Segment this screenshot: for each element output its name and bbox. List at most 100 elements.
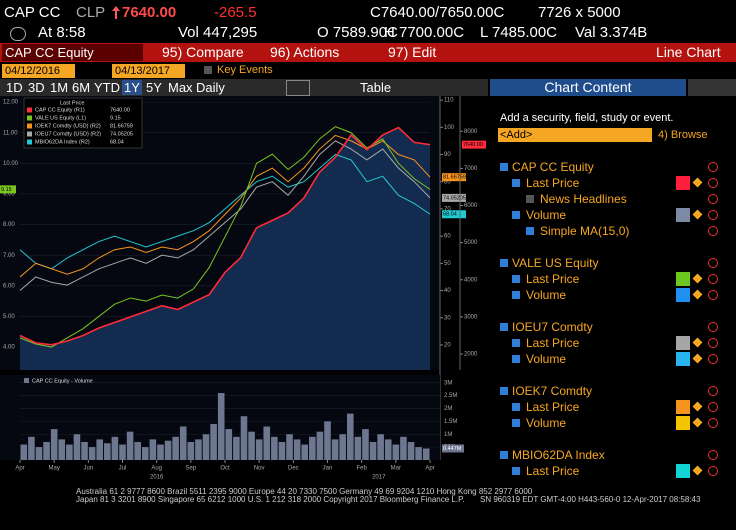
right-axis-label: 20 bbox=[444, 343, 451, 349]
end-date[interactable]: 04/13/2017 bbox=[112, 64, 185, 78]
axis-tag bbox=[0, 185, 16, 194]
edit-icon[interactable] bbox=[692, 289, 703, 300]
remove-icon[interactable] bbox=[708, 418, 718, 428]
remove-icon[interactable] bbox=[708, 162, 718, 172]
key-events-box bbox=[204, 66, 212, 74]
item-checkbox[interactable] bbox=[526, 227, 534, 235]
volume-bar bbox=[43, 441, 50, 460]
edit-menu[interactable]: 97) Edit bbox=[388, 44, 437, 60]
bid-ask: C7640.00/7650.00C bbox=[370, 4, 505, 21]
group-checkbox[interactable] bbox=[500, 323, 508, 331]
edit-icon[interactable] bbox=[692, 465, 703, 476]
remove-icon[interactable] bbox=[708, 178, 718, 188]
group-checkbox[interactable] bbox=[500, 259, 508, 267]
item-checkbox[interactable] bbox=[512, 179, 520, 187]
color-swatch[interactable] bbox=[676, 272, 690, 286]
volume-axis-label: 1M bbox=[444, 432, 452, 438]
period-button[interactable]: 1D bbox=[6, 80, 23, 95]
remove-icon[interactable] bbox=[708, 274, 718, 284]
low: L 7485.00C bbox=[480, 24, 558, 41]
period-button[interactable]: Max bbox=[168, 80, 193, 95]
item-checkbox[interactable] bbox=[512, 355, 520, 363]
volume: Vol 447,295 bbox=[178, 24, 258, 41]
color-swatch[interactable] bbox=[676, 352, 690, 366]
key-events[interactable]: Key Events bbox=[217, 64, 273, 76]
color-swatch[interactable] bbox=[676, 208, 690, 222]
x-tick-label: Jun bbox=[83, 466, 93, 472]
edit-icon[interactable] bbox=[692, 353, 703, 364]
group-checkbox[interactable] bbox=[500, 163, 508, 171]
remove-icon[interactable] bbox=[708, 322, 718, 332]
remove-icon[interactable] bbox=[708, 386, 718, 396]
period-button[interactable]: 6M bbox=[72, 80, 91, 95]
item-checkbox[interactable] bbox=[512, 419, 520, 427]
period-button[interactable]: 3D bbox=[28, 80, 45, 95]
volume-bar bbox=[134, 441, 141, 460]
actions-menu[interactable]: 96) Actions bbox=[270, 44, 340, 60]
remove-icon[interactable] bbox=[708, 226, 718, 236]
remove-icon[interactable] bbox=[708, 290, 718, 300]
legend-box bbox=[23, 97, 143, 149]
edit-icon[interactable] bbox=[692, 417, 703, 428]
security-field[interactable]: CAP CC Equity bbox=[2, 44, 143, 61]
chart: 4.00 5.00 6.00 7.00 8.00 9.00 10.00 11.00 12.00 2… bbox=[0, 96, 486, 481]
color-swatch[interactable] bbox=[676, 336, 690, 350]
legend-entry: IOEU7 Comdty (USD) (R2) bbox=[35, 131, 101, 137]
compare-menu[interactable]: 95) Compare bbox=[162, 44, 244, 60]
item-checkbox[interactable] bbox=[512, 291, 520, 299]
volume-axis-label: 2M bbox=[444, 406, 452, 412]
item-checkbox[interactable] bbox=[512, 275, 520, 283]
remove-icon[interactable] bbox=[708, 338, 718, 348]
volume-bar bbox=[50, 429, 58, 460]
color-swatch[interactable] bbox=[676, 464, 690, 478]
arrow-icon bbox=[112, 6, 120, 19]
settings-button[interactable] bbox=[688, 79, 736, 96]
remove-icon[interactable] bbox=[708, 450, 718, 460]
item-checkbox[interactable] bbox=[526, 195, 534, 203]
period-button[interactable]: 5Y bbox=[146, 80, 162, 95]
remove-icon[interactable] bbox=[708, 402, 718, 412]
edit-icon[interactable] bbox=[692, 401, 703, 412]
remove-icon[interactable] bbox=[708, 258, 718, 268]
item-name: Last Price bbox=[526, 336, 580, 350]
legend-entry: IOEK7 Comdty (USD) (R2) bbox=[35, 123, 101, 129]
group-checkbox[interactable] bbox=[500, 451, 508, 459]
volume-bar bbox=[331, 439, 339, 460]
browse-link[interactable]: 4) Browse bbox=[658, 129, 708, 141]
line-tool[interactable] bbox=[286, 80, 310, 96]
edit-icon[interactable] bbox=[692, 337, 703, 348]
item-checkbox[interactable] bbox=[512, 339, 520, 347]
period-button[interactable]: YTD bbox=[94, 80, 120, 95]
add-field[interactable]: <Add> bbox=[498, 128, 652, 142]
group-checkbox[interactable] bbox=[500, 387, 508, 395]
color-swatch[interactable] bbox=[676, 400, 690, 414]
volume-bar bbox=[278, 441, 286, 460]
legend-swatch bbox=[27, 139, 32, 145]
x-tick-label: Jul bbox=[119, 466, 127, 472]
period-button[interactable]: 1Y bbox=[122, 80, 142, 95]
frequency[interactable]: Daily bbox=[196, 80, 225, 95]
color-swatch[interactable] bbox=[676, 288, 690, 302]
remove-icon[interactable] bbox=[708, 354, 718, 364]
remove-icon[interactable] bbox=[708, 466, 718, 476]
volume-bar bbox=[233, 436, 240, 460]
start-date[interactable]: 04/12/2016 bbox=[2, 64, 75, 78]
price-line bbox=[19, 134, 431, 278]
color-swatch[interactable] bbox=[676, 416, 690, 430]
color-swatch[interactable] bbox=[676, 176, 690, 190]
remove-icon[interactable] bbox=[708, 194, 718, 204]
table-button[interactable]: Table bbox=[360, 80, 392, 95]
right-axis-label: 2000 bbox=[464, 352, 478, 358]
item-checkbox[interactable] bbox=[512, 211, 520, 219]
volume-bar bbox=[377, 434, 384, 460]
edit-icon[interactable] bbox=[692, 273, 703, 284]
remove-icon[interactable] bbox=[708, 210, 718, 220]
expand-button[interactable] bbox=[462, 80, 476, 94]
edit-icon[interactable] bbox=[692, 177, 703, 188]
item-checkbox[interactable] bbox=[512, 467, 520, 475]
period-button[interactable]: 1M bbox=[50, 80, 69, 95]
edit-icon[interactable] bbox=[692, 209, 703, 220]
item-checkbox[interactable] bbox=[512, 403, 520, 411]
last-price: 7640.00 bbox=[122, 4, 177, 21]
volume-bar bbox=[96, 439, 104, 460]
